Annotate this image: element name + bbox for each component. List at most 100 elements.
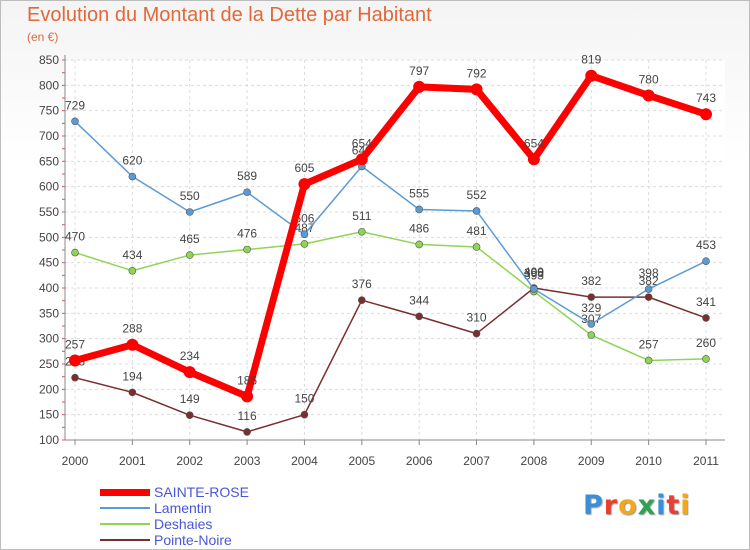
data-point	[355, 153, 368, 166]
data-point	[69, 354, 81, 367]
legend-item: Lamentin	[100, 500, 320, 516]
data-label: 382	[639, 274, 659, 288]
x-tick-label: 2000	[62, 454, 89, 468]
data-point	[415, 205, 423, 214]
x-tick-label: 2005	[348, 454, 375, 468]
data-point	[644, 293, 653, 301]
data-label: 589	[237, 169, 257, 183]
legend-label: Deshaies	[154, 516, 213, 532]
legend-swatch	[100, 523, 150, 525]
data-label: 234	[180, 349, 200, 363]
data-label: 792	[467, 66, 487, 80]
data-label: 555	[409, 186, 429, 200]
legend-label: Pointe-Noire	[154, 532, 232, 548]
data-label: 149	[180, 392, 200, 406]
data-label: 257	[639, 337, 659, 351]
plot-area	[65, 60, 725, 440]
data-label: 605	[294, 161, 314, 175]
data-label: 400	[524, 265, 544, 279]
data-label: 260	[696, 336, 716, 350]
legend-item: Pointe-Noire	[100, 532, 320, 548]
data-point	[413, 80, 426, 93]
data-label: 743	[696, 91, 716, 105]
series-line-lamentin	[74, 120, 707, 325]
data-point	[472, 207, 481, 215]
data-point	[587, 320, 596, 328]
data-point	[300, 410, 309, 419]
data-point	[530, 285, 538, 293]
y-tick-label: 400	[39, 281, 59, 295]
legend-label: Lamentin	[154, 500, 212, 516]
data-label: 550	[180, 189, 200, 203]
data-label: 393	[524, 269, 544, 283]
data-label: 819	[581, 53, 601, 67]
y-tick-label: 700	[39, 129, 59, 143]
data-label: 150	[294, 392, 314, 406]
data-label: 654	[352, 136, 372, 150]
data-label: 376	[352, 277, 372, 291]
data-point	[472, 329, 481, 338]
data-point	[243, 245, 251, 254]
y-tick-label: 600	[39, 180, 59, 194]
data-label: 310	[467, 311, 487, 325]
logo-letter: i	[656, 490, 667, 521]
data-label: 434	[122, 248, 142, 262]
data-point	[415, 312, 423, 321]
data-point	[71, 117, 79, 126]
data-point	[358, 296, 366, 304]
x-tick-label: 2006	[406, 454, 433, 468]
legend-swatch	[100, 507, 150, 509]
legend-swatch	[100, 539, 150, 541]
data-point	[702, 257, 710, 265]
logo-letter: x	[637, 490, 657, 521]
data-point	[472, 243, 481, 251]
data-label: 729	[65, 98, 85, 112]
data-point	[702, 355, 710, 363]
series-line-pointe-noire	[74, 287, 707, 433]
series-line-deshaies	[74, 231, 707, 362]
data-label: 465	[180, 232, 200, 246]
data-label: 453	[696, 238, 716, 252]
logo-letter: t	[666, 490, 681, 521]
x-tick-label: 2003	[234, 454, 261, 468]
data-point	[241, 390, 254, 403]
data-point	[644, 285, 653, 293]
data-label: 797	[409, 64, 429, 78]
data-point	[300, 240, 309, 248]
data-label: 288	[122, 322, 142, 336]
y-tick-label: 200	[39, 382, 59, 396]
y-tick-label: 250	[39, 357, 59, 371]
data-label: 552	[467, 188, 487, 202]
y-tick-label: 750	[39, 104, 59, 118]
data-point	[587, 331, 596, 339]
logo-letter: P	[583, 490, 604, 521]
y-tick-label: 550	[39, 205, 59, 219]
data-point	[300, 230, 309, 239]
chart-subtitle: (en €)	[27, 30, 59, 44]
data-label: 398	[639, 266, 659, 280]
y-tick-label: 800	[39, 78, 59, 92]
logo-letter: i	[680, 490, 691, 521]
x-tick-label: 2010	[635, 454, 662, 468]
data-label: 307	[581, 312, 601, 326]
data-point	[644, 356, 653, 365]
data-point	[185, 411, 194, 419]
data-label: 194	[122, 369, 142, 383]
data-label: 329	[581, 301, 601, 315]
y-tick-label: 300	[39, 332, 59, 346]
data-label: 382	[581, 274, 601, 288]
x-tick-label: 2004	[291, 454, 318, 468]
proxiti-logo: Proxiti	[583, 490, 691, 521]
data-label: 481	[467, 224, 487, 238]
data-label: 398	[524, 266, 544, 280]
legend-label: SAINTE-ROSE	[154, 484, 249, 500]
data-point	[183, 366, 196, 379]
y-tick-label: 500	[39, 230, 59, 244]
data-label: 780	[639, 72, 659, 86]
data-label: 470	[65, 230, 85, 244]
x-tick-label: 2008	[521, 454, 548, 468]
data-point	[243, 188, 251, 197]
legend-swatch	[100, 488, 150, 496]
series-line-sainte-rose	[74, 72, 708, 400]
data-point	[185, 208, 194, 216]
